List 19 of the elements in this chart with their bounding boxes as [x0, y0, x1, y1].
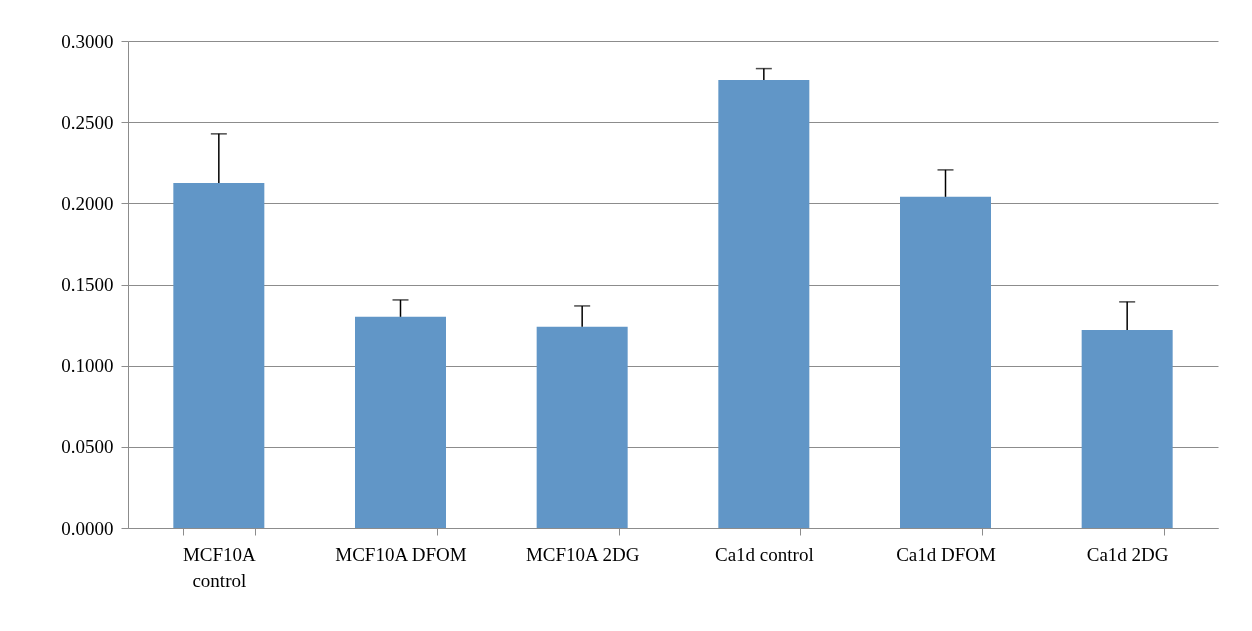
bar: [900, 196, 991, 528]
y-tick-label: 0.2500: [61, 111, 114, 133]
bar: [355, 316, 446, 528]
y-tick-label: 0.1000: [61, 355, 114, 377]
y-tick-label: 0.1500: [61, 274, 114, 295]
x-tick-label: Ca1d DFOM: [896, 543, 996, 565]
x-tick-label: MCF10A 2DG: [525, 543, 640, 565]
y-tick-label: 0.3000: [61, 30, 114, 52]
bar: [718, 79, 810, 528]
bar: [1081, 329, 1173, 528]
x-tick-label: Ca1d control: [714, 543, 814, 565]
x-tick-label: MCF10A DFOM: [335, 543, 467, 565]
y-tick-label: 0.0500: [61, 436, 114, 458]
y-tick-label: 0.2000: [61, 192, 114, 214]
x-tick-label: MCF10A control: [182, 543, 257, 591]
bar: [173, 183, 265, 528]
x-tick-label: Ca1d 2DG: [1086, 543, 1169, 565]
bar: [536, 326, 628, 528]
y-tick-label: 0.0000: [61, 517, 114, 539]
